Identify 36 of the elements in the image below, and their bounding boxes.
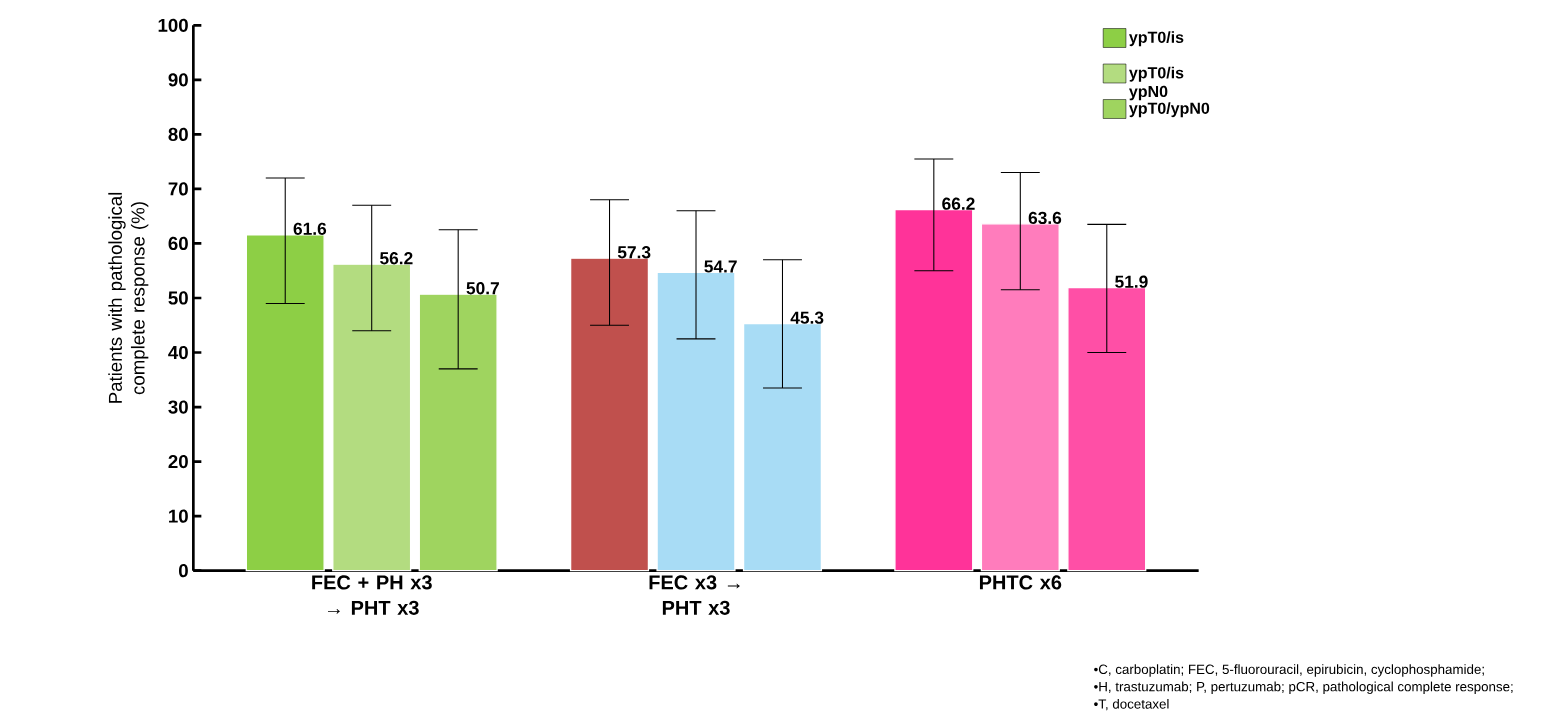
y-tick-label: 0 <box>178 564 188 578</box>
data-label: 66.2 <box>942 197 975 210</box>
y-tick-label: 40 <box>168 345 188 360</box>
bar <box>245 234 325 572</box>
y-tick-label: 80 <box>168 127 188 141</box>
y-tick-label: 90 <box>168 73 188 87</box>
bar <box>980 223 1060 572</box>
y-tick-label: 30 <box>168 400 188 414</box>
y-tick-label: 70 <box>168 182 188 196</box>
text: •T, docetaxel <box>1094 698 1169 711</box>
y-tick-label: 10 <box>169 509 188 523</box>
legend-label: ypT0/is <box>1129 31 1184 47</box>
text: •H, trastuzumab; P, pertuzumab; pCR, pathological complete response; <box>1094 681 1513 695</box>
y-tick-label: 20 <box>168 454 188 469</box>
x-tick-label: FEC + PH x3 → PHT x3 <box>312 575 432 615</box>
y-tick-label: 100 <box>158 18 188 32</box>
data-label: 61.6 <box>293 222 327 235</box>
bar <box>418 293 498 572</box>
bar <box>569 257 650 572</box>
legend-label: ypT0/ypN0 <box>1129 102 1210 118</box>
x-tick-label: FEC x3 → PHT x3 <box>649 575 740 615</box>
bar <box>1067 286 1147 572</box>
data-label: 54.7 <box>704 260 737 273</box>
bar <box>894 208 974 572</box>
y-axis-title: Patients with pathological complete response (%) <box>108 192 149 403</box>
text: •C, carboplatin; FEC, 5-fluorouracil, epirubicin, cyclophosphamide; <box>1094 664 1484 677</box>
bar <box>332 263 412 572</box>
y-tick-label: 60 <box>168 236 188 251</box>
data-label: 56.2 <box>380 252 413 265</box>
data-label: 63.6 <box>1028 211 1062 225</box>
y-tick-label: 50 <box>168 291 188 305</box>
data-label: 50.7 <box>466 282 499 295</box>
x-tick-label: PHTC x6 <box>979 575 1062 590</box>
data-label: 45.3 <box>790 311 824 324</box>
data-label: 57.3 <box>617 246 651 259</box>
data-label: 51.9 <box>1115 275 1148 288</box>
